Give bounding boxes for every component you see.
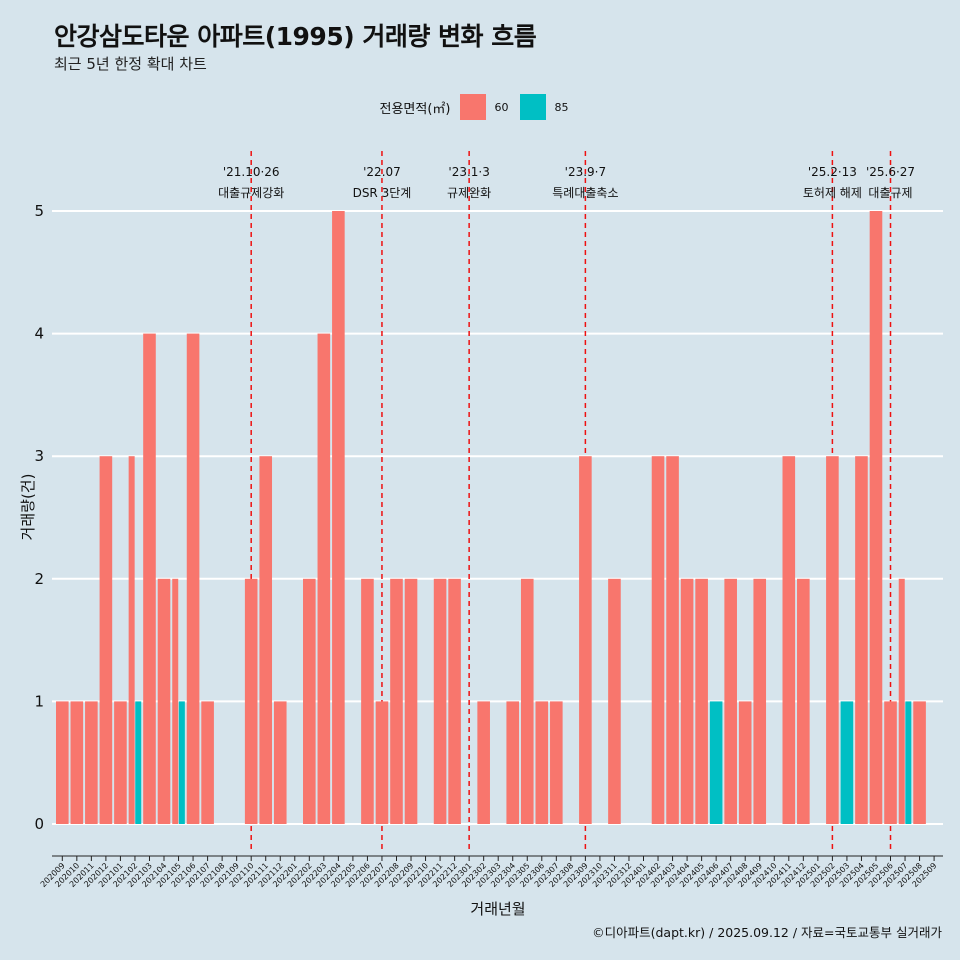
y-tick-label-2: 2: [34, 570, 44, 588]
bar-202506-60: [884, 701, 897, 824]
y-tick-label-3: 3: [34, 447, 44, 465]
bar-202105-60: [172, 578, 179, 824]
legend-key-85: [520, 94, 547, 120]
bar-202209-60: [404, 578, 418, 824]
bar-202404-60: [680, 578, 694, 824]
bar-202105-85: [178, 701, 185, 824]
legend-label-85: 85: [554, 100, 569, 114]
bar-202207-60: [375, 701, 389, 824]
x-axis: 2020092020102020112020122021012021022021…: [39, 855, 943, 889]
y-tick-label-5: 5: [34, 202, 44, 220]
x-axis-title: 거래년월: [470, 900, 525, 918]
y-axis: 0 1 2 3 4 5: [34, 202, 44, 833]
y-tick-label-1: 1: [34, 692, 44, 710]
event-label-202301: 규제완화: [447, 186, 491, 200]
bar-202408-60: [738, 701, 752, 824]
chart-subtitle: 최근 5년 한정 확대 차트: [54, 55, 207, 73]
y-tick-label-4: 4: [34, 325, 44, 343]
bar-202507-60: [898, 578, 905, 824]
y-tick-label-0: 0: [34, 815, 44, 833]
event-labels: '21.10·26 대출규제강화 '22.07 DSR 3단계 '23.1·3 규제완화 '…: [218, 165, 915, 200]
source-caption: ©디아파트(dapt.kr) / 2025.09.12 / 자료=국토교통부 실…: [592, 925, 942, 940]
event-date-202207: '22.07: [363, 165, 401, 179]
bar-202311-60: [608, 578, 621, 824]
bar-202304-60: [506, 701, 520, 824]
bar-202409-60: [753, 578, 767, 824]
bar-202411-60: [782, 456, 796, 824]
event-label-202309: 특례대출축소: [552, 186, 618, 200]
legend: 전용면적(㎡) 60 85: [0, 92, 960, 122]
bar-202402-60: [651, 456, 665, 824]
bar-202502-60: [826, 456, 839, 824]
bar-202011-60: [85, 701, 98, 824]
bar-202112-60: [273, 701, 287, 824]
bar-202010-60: [70, 701, 84, 824]
bar-202405-60: [695, 578, 708, 824]
bar-202107-60: [201, 701, 214, 824]
bar-202403-60: [666, 456, 679, 824]
bar-202202-60: [303, 578, 316, 824]
chart-title: 안강삼도타운 아파트(1995) 거래량 변화 흐름: [54, 22, 537, 51]
bar-202306-60: [535, 701, 549, 824]
y-axis-title: 거래량(건): [19, 474, 37, 541]
bar-202412-60: [797, 578, 810, 824]
bar-202208-60: [390, 578, 403, 824]
bar-202407-60: [724, 578, 737, 824]
bar-202309-60: [579, 456, 592, 824]
bar-202106-60: [186, 333, 200, 824]
bar-202104-60: [157, 578, 171, 824]
bar-202406-85: [709, 701, 723, 824]
bar-202110-60: [244, 578, 258, 824]
bar-202102-60: [128, 456, 135, 824]
bar-202508-60: [913, 701, 926, 824]
event-date-202309: '23.9·7: [565, 165, 606, 179]
legend-title: 전용면적(㎡): [379, 101, 451, 117]
bar-202505-60: [869, 211, 883, 824]
bar-202305-60: [520, 578, 534, 824]
bar-202503-85: [840, 701, 854, 824]
bar-202203-60: [317, 333, 331, 824]
bar-202504-60: [855, 456, 868, 824]
bar-202101-60: [114, 701, 127, 824]
bar-202307-60: [550, 701, 563, 824]
bar-202302-60: [477, 701, 490, 824]
bar-202012-60: [99, 456, 113, 824]
event-label-202502: 토허제 해제: [803, 186, 862, 200]
bar-202111-60: [259, 456, 273, 824]
bar-202212-60: [448, 578, 461, 824]
bars: [56, 211, 926, 824]
event-date-202110: '21.10·26: [223, 165, 280, 179]
bar-202206-60: [361, 578, 374, 824]
bar-202507-85: [905, 701, 912, 824]
event-date-202301: '23.1·3: [448, 165, 489, 179]
bar-202009-60: [56, 701, 69, 824]
bar-202103-60: [143, 333, 156, 824]
event-label-202506: 대출규제: [868, 186, 912, 200]
legend-label-60: 60: [494, 100, 509, 114]
event-date-202506: '25.6·27: [866, 165, 915, 179]
event-label-202207: DSR 3단계: [353, 186, 412, 200]
legend-key-60: [460, 94, 487, 120]
bar-202211-60: [433, 578, 447, 824]
bar-202102-85: [135, 701, 142, 824]
event-date-202502: '25.2·13: [808, 165, 857, 179]
bar-202204-60: [332, 211, 345, 824]
event-label-202110: 대출규제강화: [218, 186, 284, 200]
